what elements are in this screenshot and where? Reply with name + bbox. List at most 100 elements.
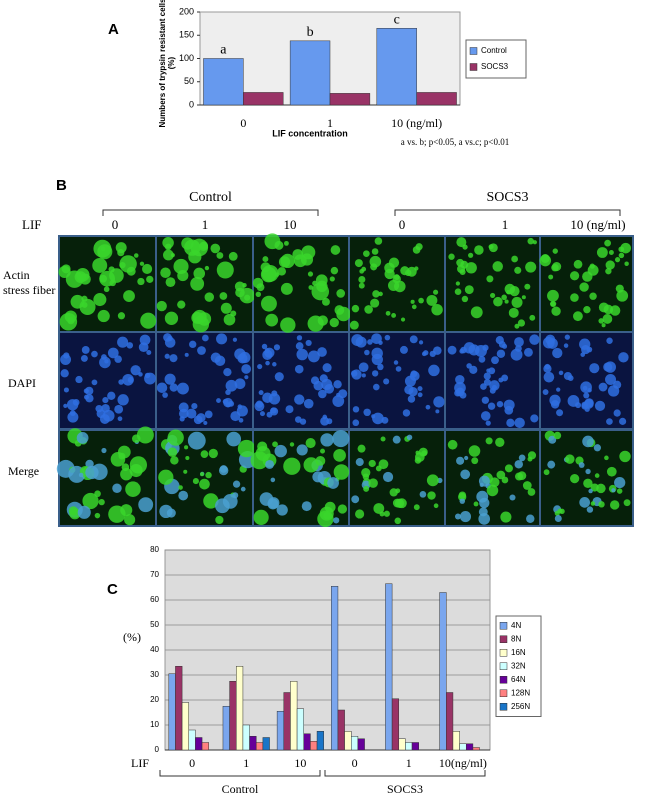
cell bbox=[423, 350, 429, 356]
bar bbox=[203, 58, 244, 106]
cell bbox=[336, 289, 346, 298]
cell bbox=[433, 289, 439, 295]
cell bbox=[237, 404, 243, 409]
bar bbox=[243, 92, 284, 106]
cell bbox=[486, 368, 491, 373]
cell bbox=[373, 383, 380, 391]
cell bbox=[579, 497, 591, 508]
cell bbox=[383, 378, 390, 385]
cell bbox=[598, 302, 609, 313]
cell bbox=[301, 501, 312, 512]
cell bbox=[567, 395, 580, 407]
cell bbox=[178, 490, 189, 501]
cell bbox=[558, 370, 564, 376]
bar bbox=[405, 742, 413, 751]
cell bbox=[589, 263, 595, 269]
cell bbox=[492, 261, 503, 272]
bar bbox=[290, 681, 298, 751]
cell bbox=[320, 416, 330, 426]
cell bbox=[357, 444, 366, 453]
cell bbox=[589, 363, 600, 374]
y-tick-label: 30 bbox=[150, 670, 159, 679]
cell bbox=[265, 360, 270, 366]
cell bbox=[601, 323, 606, 328]
footnote: a vs. b; p<0.05, a vs.c; p<0.01 bbox=[401, 137, 509, 147]
cell bbox=[205, 471, 212, 479]
bar bbox=[236, 666, 244, 751]
cell bbox=[67, 316, 75, 325]
bar bbox=[262, 737, 270, 751]
cell bbox=[264, 347, 275, 358]
cell bbox=[368, 478, 378, 488]
cell bbox=[305, 437, 316, 449]
column-label: 10 bbox=[284, 217, 297, 232]
cell bbox=[496, 470, 506, 480]
cell bbox=[204, 410, 213, 419]
cell bbox=[254, 401, 265, 412]
cell bbox=[394, 498, 405, 508]
cell bbox=[506, 418, 515, 427]
cell bbox=[554, 510, 560, 516]
cell bbox=[259, 411, 265, 417]
cell bbox=[203, 420, 208, 426]
y-tick-label: 70 bbox=[150, 570, 159, 579]
cell bbox=[522, 481, 532, 490]
cell bbox=[223, 313, 236, 326]
y-tick-label: 10 bbox=[150, 720, 159, 729]
cell bbox=[270, 477, 276, 483]
cell bbox=[410, 370, 418, 378]
cell bbox=[414, 266, 419, 271]
bracket bbox=[324, 770, 486, 777]
cell bbox=[473, 501, 479, 507]
cell bbox=[415, 243, 423, 251]
cell bbox=[529, 334, 540, 345]
cell bbox=[586, 506, 594, 513]
cell bbox=[184, 445, 189, 450]
cell bbox=[262, 392, 273, 403]
cell bbox=[527, 237, 535, 245]
y-axis-label: (%) bbox=[123, 630, 141, 644]
cell bbox=[165, 277, 176, 288]
group-label: Control bbox=[189, 190, 232, 205]
cell bbox=[370, 298, 380, 308]
bar bbox=[283, 692, 291, 751]
cell bbox=[253, 509, 269, 525]
row-label: DAPI bbox=[8, 376, 37, 390]
bar bbox=[175, 666, 183, 751]
cell bbox=[99, 274, 108, 283]
cell bbox=[556, 409, 564, 417]
cell bbox=[524, 347, 533, 357]
cell bbox=[267, 498, 279, 510]
cell bbox=[455, 374, 465, 385]
cell bbox=[164, 337, 176, 348]
cell bbox=[579, 282, 589, 292]
cell bbox=[72, 399, 80, 406]
bar bbox=[472, 747, 480, 751]
cell bbox=[234, 348, 246, 360]
cell bbox=[97, 244, 113, 260]
cell bbox=[587, 388, 592, 393]
cell bbox=[312, 280, 318, 286]
cell bbox=[478, 475, 490, 487]
cell bbox=[117, 394, 129, 406]
cell bbox=[454, 288, 462, 296]
cell bbox=[159, 504, 173, 519]
cell bbox=[129, 456, 148, 474]
cell bbox=[483, 372, 491, 380]
cell bbox=[570, 474, 580, 484]
cell bbox=[465, 262, 477, 274]
cell bbox=[579, 338, 591, 350]
cell bbox=[369, 255, 382, 268]
cell bbox=[324, 501, 336, 513]
cell bbox=[394, 517, 402, 525]
bar bbox=[398, 738, 406, 751]
cell bbox=[124, 514, 136, 526]
bar bbox=[276, 711, 285, 751]
cell bbox=[552, 347, 563, 359]
bar bbox=[316, 731, 324, 751]
cell bbox=[98, 498, 105, 506]
cell bbox=[156, 300, 167, 312]
cell bbox=[515, 472, 524, 481]
cell bbox=[580, 352, 586, 357]
